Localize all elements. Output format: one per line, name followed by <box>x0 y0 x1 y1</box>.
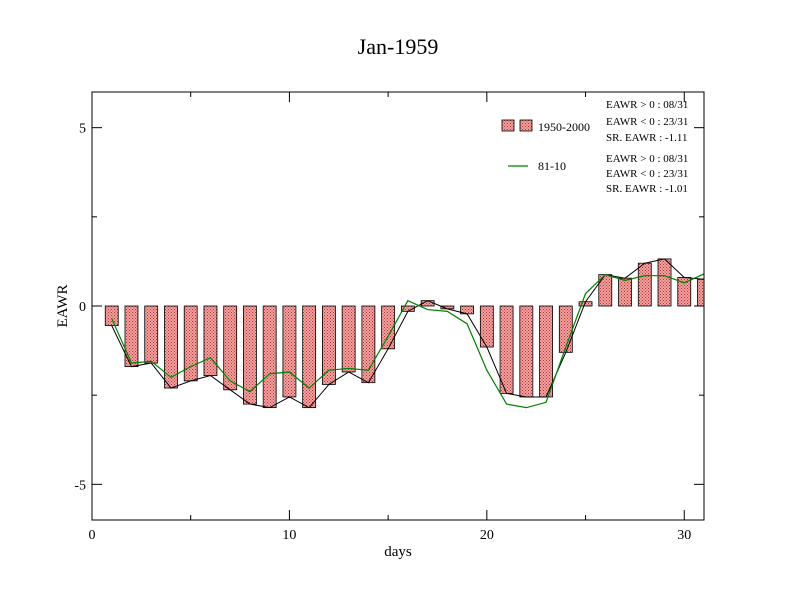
bar-stat-positive: EAWR > 0 : 08/31 <box>606 99 688 111</box>
bar-12 <box>322 305 336 385</box>
line-stat-positive: EAWR > 0 : 08/31 <box>606 153 688 165</box>
bar-23 <box>539 305 553 398</box>
legend-bar-swatch-right <box>519 119 533 132</box>
x-axis: 0 10 20 30 <box>89 92 691 543</box>
bar-11 <box>302 305 317 409</box>
chart-title: Jan-1959 <box>358 34 439 59</box>
bar-31 <box>697 278 705 307</box>
y-axis: -5 0 5 <box>74 122 704 493</box>
bar-stat-sum: SR. EAWR : -1.11 <box>606 132 688 144</box>
line-series <box>111 273 705 409</box>
x-tick-label-30: 30 <box>677 528 691 543</box>
y-axis-label: EAWR <box>55 285 71 328</box>
bar-1 <box>104 305 119 327</box>
bar-7 <box>223 305 238 391</box>
bar-4 <box>164 305 178 389</box>
bar-21 <box>499 305 514 394</box>
x-tick-label-10: 10 <box>282 528 296 543</box>
bar-28 <box>637 262 652 307</box>
bar-6 <box>203 305 218 376</box>
y-tick-label-0: 0 <box>79 300 86 315</box>
bar-14 <box>361 305 376 384</box>
x-tick-label-20: 20 <box>480 528 494 543</box>
legend: 1950-2000 81-10 EAWR > 0 : 08/31 EAWR < … <box>501 99 688 195</box>
bar-10 <box>282 305 297 398</box>
x-axis-label: days <box>384 544 412 560</box>
bar-27 <box>618 277 632 307</box>
x-tick-label-0: 0 <box>89 528 96 543</box>
y-tick-label--5: -5 <box>74 478 86 493</box>
bar-20 <box>479 305 494 348</box>
bar-series <box>104 258 705 409</box>
bar-9 <box>262 305 277 409</box>
bar-22 <box>519 305 534 398</box>
legend-bar-label: 1950-2000 <box>538 120 590 134</box>
bar-series-outline <box>111 258 705 409</box>
bar-29 <box>657 258 672 307</box>
legend-bar-swatch-left <box>501 119 515 132</box>
bar-13 <box>341 305 356 373</box>
bar-3 <box>144 305 159 364</box>
line-stat-sum: SR. EAWR : -1.01 <box>606 183 688 195</box>
bar-stat-negative: EAWR < 0 : 23/31 <box>606 116 688 128</box>
y-tick-label-5: 5 <box>79 122 86 137</box>
legend-line-label: 81-10 <box>538 159 566 173</box>
line-stat-negative: EAWR < 0 : 23/31 <box>606 168 688 180</box>
